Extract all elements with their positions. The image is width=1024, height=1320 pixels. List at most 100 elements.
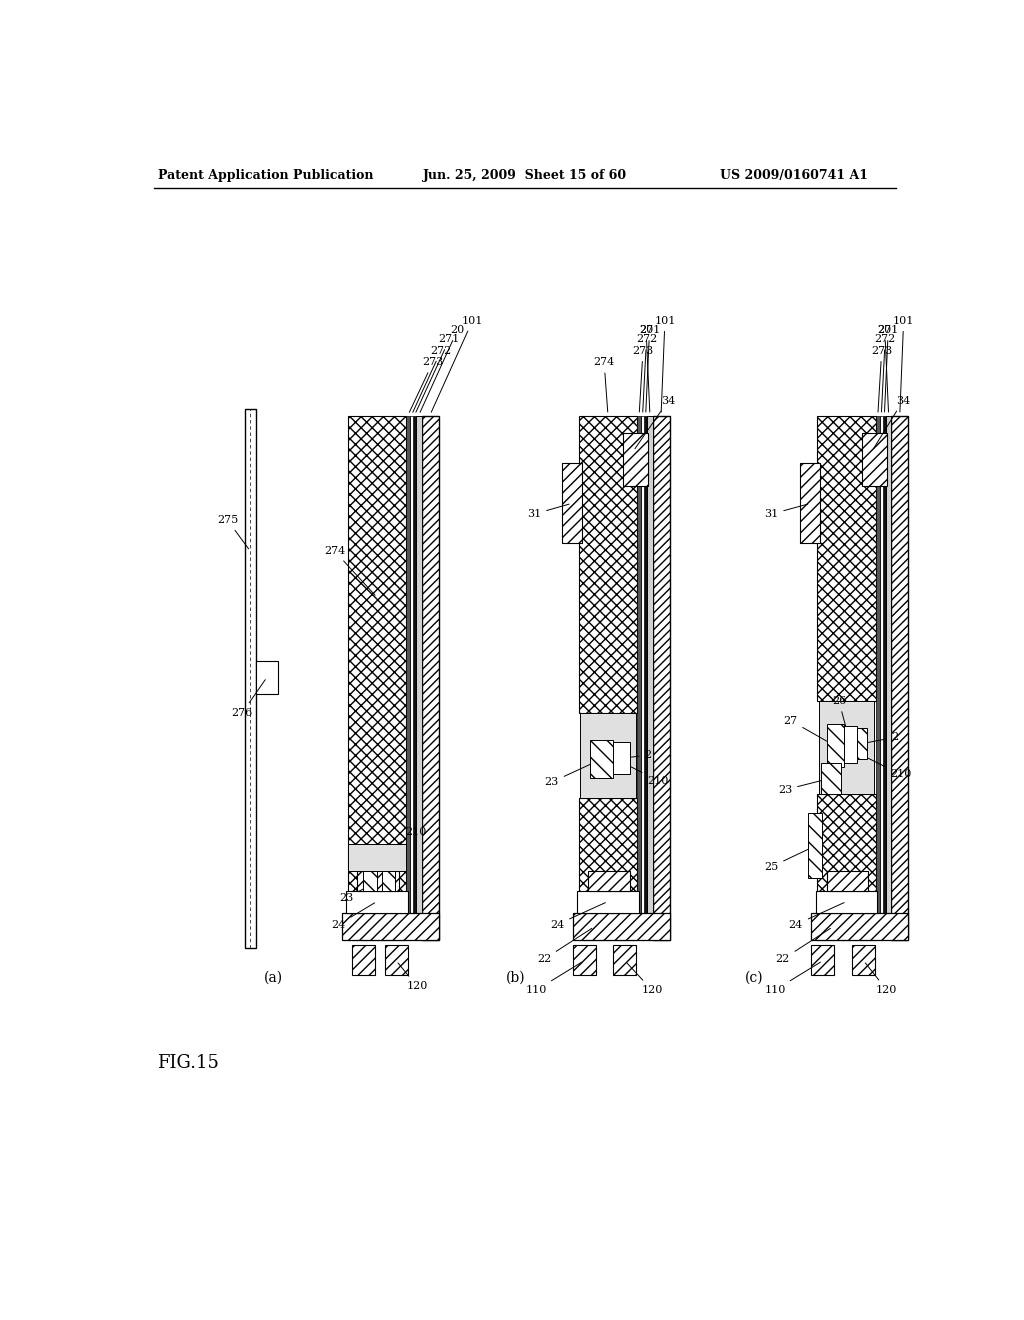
Bar [588,871,630,891]
Text: 23: 23 [545,760,599,787]
Text: 34: 34 [873,396,910,449]
Text: 20: 20 [420,325,465,412]
Text: 2: 2 [865,733,898,743]
Bar [407,416,410,940]
Bar [637,416,641,940]
Text: 31: 31 [527,504,569,519]
Bar [256,661,278,693]
Text: Patent Application Publication: Patent Application Publication [158,169,373,182]
Bar [644,416,647,940]
Bar [886,416,891,940]
Bar [357,871,398,891]
Bar [581,713,636,797]
Bar [351,945,375,974]
Bar [857,729,866,759]
Bar [647,416,652,940]
Text: Jun. 25, 2009  Sheet 15 of 60: Jun. 25, 2009 Sheet 15 of 60 [423,169,627,182]
Text: 210: 210 [379,828,426,857]
Text: 27: 27 [783,715,833,744]
Text: 22: 22 [537,928,592,964]
Bar [572,913,670,940]
Bar [844,726,857,763]
Text: 24: 24 [550,903,605,929]
Text: 110: 110 [764,962,820,995]
Text: 22: 22 [775,928,830,964]
Bar [413,416,416,940]
Text: 20: 20 [878,325,892,412]
Text: (c): (c) [744,970,764,985]
Text: 26: 26 [831,696,850,742]
Text: 276: 276 [231,680,265,718]
Bar [821,763,841,793]
Bar [348,416,407,940]
Text: 273: 273 [871,346,892,412]
Bar [817,793,876,940]
Bar [819,701,874,793]
Text: 120: 120 [865,962,897,995]
Bar [883,416,886,940]
Text: 24: 24 [332,903,375,929]
Text: 271: 271 [639,325,660,412]
Bar [811,945,835,974]
Bar [579,416,637,713]
Bar [852,945,876,974]
Text: 210: 210 [849,748,911,779]
Text: 271: 271 [878,325,899,412]
Bar [826,871,868,891]
Text: 110: 110 [525,962,582,995]
Bar [416,416,422,940]
Bar [613,945,637,974]
Bar [880,416,883,940]
Bar [652,416,670,940]
Bar [422,416,438,940]
Bar [562,462,582,544]
Bar [817,416,876,701]
Bar [385,945,408,974]
Text: 20: 20 [639,325,653,412]
Text: 273: 273 [633,346,653,412]
Text: 272: 272 [413,346,452,412]
Text: 101: 101 [893,315,914,412]
Bar [245,409,256,948]
Text: 210: 210 [610,756,669,785]
Text: 120: 120 [398,962,428,991]
Bar [342,913,438,940]
Bar [578,891,639,913]
Bar [641,416,644,940]
Bar [410,416,413,940]
Bar [613,742,631,775]
Text: 274: 274 [324,546,375,595]
Bar [826,725,844,767]
Bar [876,416,880,940]
Bar [382,871,395,891]
Bar [801,462,820,544]
Text: 31: 31 [764,504,808,519]
Bar [572,945,596,974]
Text: US 2009/0160741 A1: US 2009/0160741 A1 [720,169,868,182]
Bar [348,845,407,871]
Bar [590,739,613,779]
Text: 23: 23 [339,883,375,903]
Text: (b): (b) [506,970,525,985]
Bar [816,891,878,913]
Text: 25: 25 [764,847,813,871]
Text: 272: 272 [874,334,896,412]
Bar [346,891,408,913]
Text: 271: 271 [416,334,460,412]
Bar [862,433,887,486]
Text: 24: 24 [788,903,844,929]
Text: 34: 34 [635,396,675,449]
Text: 275: 275 [217,515,249,549]
Bar [811,913,908,940]
Text: 101: 101 [431,315,483,412]
Bar [891,416,908,940]
Bar [579,797,637,940]
Text: 23: 23 [778,779,827,795]
Text: 272: 272 [636,334,657,412]
Bar [624,433,648,486]
Text: 273: 273 [410,358,443,412]
Text: 120: 120 [627,962,663,995]
Text: FIG.15: FIG.15 [158,1055,219,1072]
Text: 2: 2 [625,750,651,760]
Text: (a): (a) [263,970,283,985]
